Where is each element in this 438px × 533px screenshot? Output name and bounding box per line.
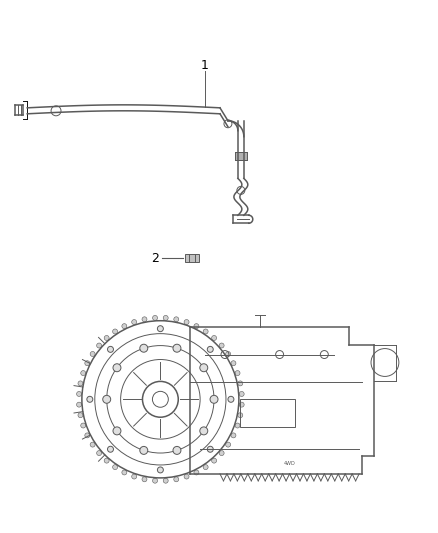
Circle shape <box>113 364 121 372</box>
Circle shape <box>207 346 213 352</box>
Circle shape <box>173 344 181 352</box>
Circle shape <box>78 413 83 418</box>
Circle shape <box>238 413 243 418</box>
Circle shape <box>107 346 113 352</box>
Circle shape <box>194 470 199 475</box>
Circle shape <box>219 343 224 348</box>
Circle shape <box>173 447 181 454</box>
Circle shape <box>212 335 216 341</box>
Circle shape <box>163 316 168 320</box>
Circle shape <box>239 402 244 407</box>
Bar <box>235 151 247 159</box>
Circle shape <box>184 320 189 325</box>
Circle shape <box>157 467 163 473</box>
Circle shape <box>97 450 102 456</box>
Circle shape <box>152 478 158 483</box>
Circle shape <box>163 478 168 483</box>
Circle shape <box>210 395 218 403</box>
Circle shape <box>113 427 121 435</box>
Circle shape <box>207 446 213 452</box>
Circle shape <box>90 351 95 357</box>
Circle shape <box>239 391 244 397</box>
Circle shape <box>87 397 93 402</box>
Circle shape <box>194 324 199 329</box>
Circle shape <box>212 458 216 463</box>
Circle shape <box>104 335 109 341</box>
Text: 2: 2 <box>152 252 159 264</box>
Circle shape <box>184 474 189 479</box>
Bar <box>185 254 199 262</box>
Circle shape <box>132 474 137 479</box>
Circle shape <box>85 361 90 366</box>
Text: 1: 1 <box>201 59 209 71</box>
Circle shape <box>122 470 127 475</box>
Circle shape <box>231 433 236 438</box>
Circle shape <box>78 381 83 386</box>
Circle shape <box>203 329 208 334</box>
Circle shape <box>174 477 179 482</box>
Circle shape <box>140 344 148 352</box>
Circle shape <box>152 316 158 320</box>
Circle shape <box>85 433 90 438</box>
Circle shape <box>122 324 127 329</box>
Circle shape <box>104 458 109 463</box>
Circle shape <box>113 465 117 470</box>
Circle shape <box>231 361 236 366</box>
Circle shape <box>103 395 111 403</box>
Circle shape <box>226 351 230 357</box>
Circle shape <box>77 391 81 397</box>
Circle shape <box>77 402 81 407</box>
Circle shape <box>219 450 224 456</box>
Circle shape <box>81 423 86 428</box>
Text: 4WD: 4WD <box>284 462 295 466</box>
Bar <box>240 399 294 427</box>
Circle shape <box>200 364 208 372</box>
Circle shape <box>132 320 137 325</box>
Circle shape <box>228 397 234 402</box>
Circle shape <box>142 317 147 322</box>
Circle shape <box>226 442 230 447</box>
Circle shape <box>107 446 113 452</box>
Circle shape <box>81 370 86 376</box>
Circle shape <box>97 343 102 348</box>
Circle shape <box>235 423 240 428</box>
Circle shape <box>200 427 208 435</box>
Circle shape <box>140 447 148 454</box>
Circle shape <box>174 317 179 322</box>
Circle shape <box>90 442 95 447</box>
Circle shape <box>203 465 208 470</box>
Circle shape <box>157 326 163 332</box>
Circle shape <box>113 329 117 334</box>
Circle shape <box>235 370 240 376</box>
Circle shape <box>142 477 147 482</box>
Circle shape <box>238 381 243 386</box>
